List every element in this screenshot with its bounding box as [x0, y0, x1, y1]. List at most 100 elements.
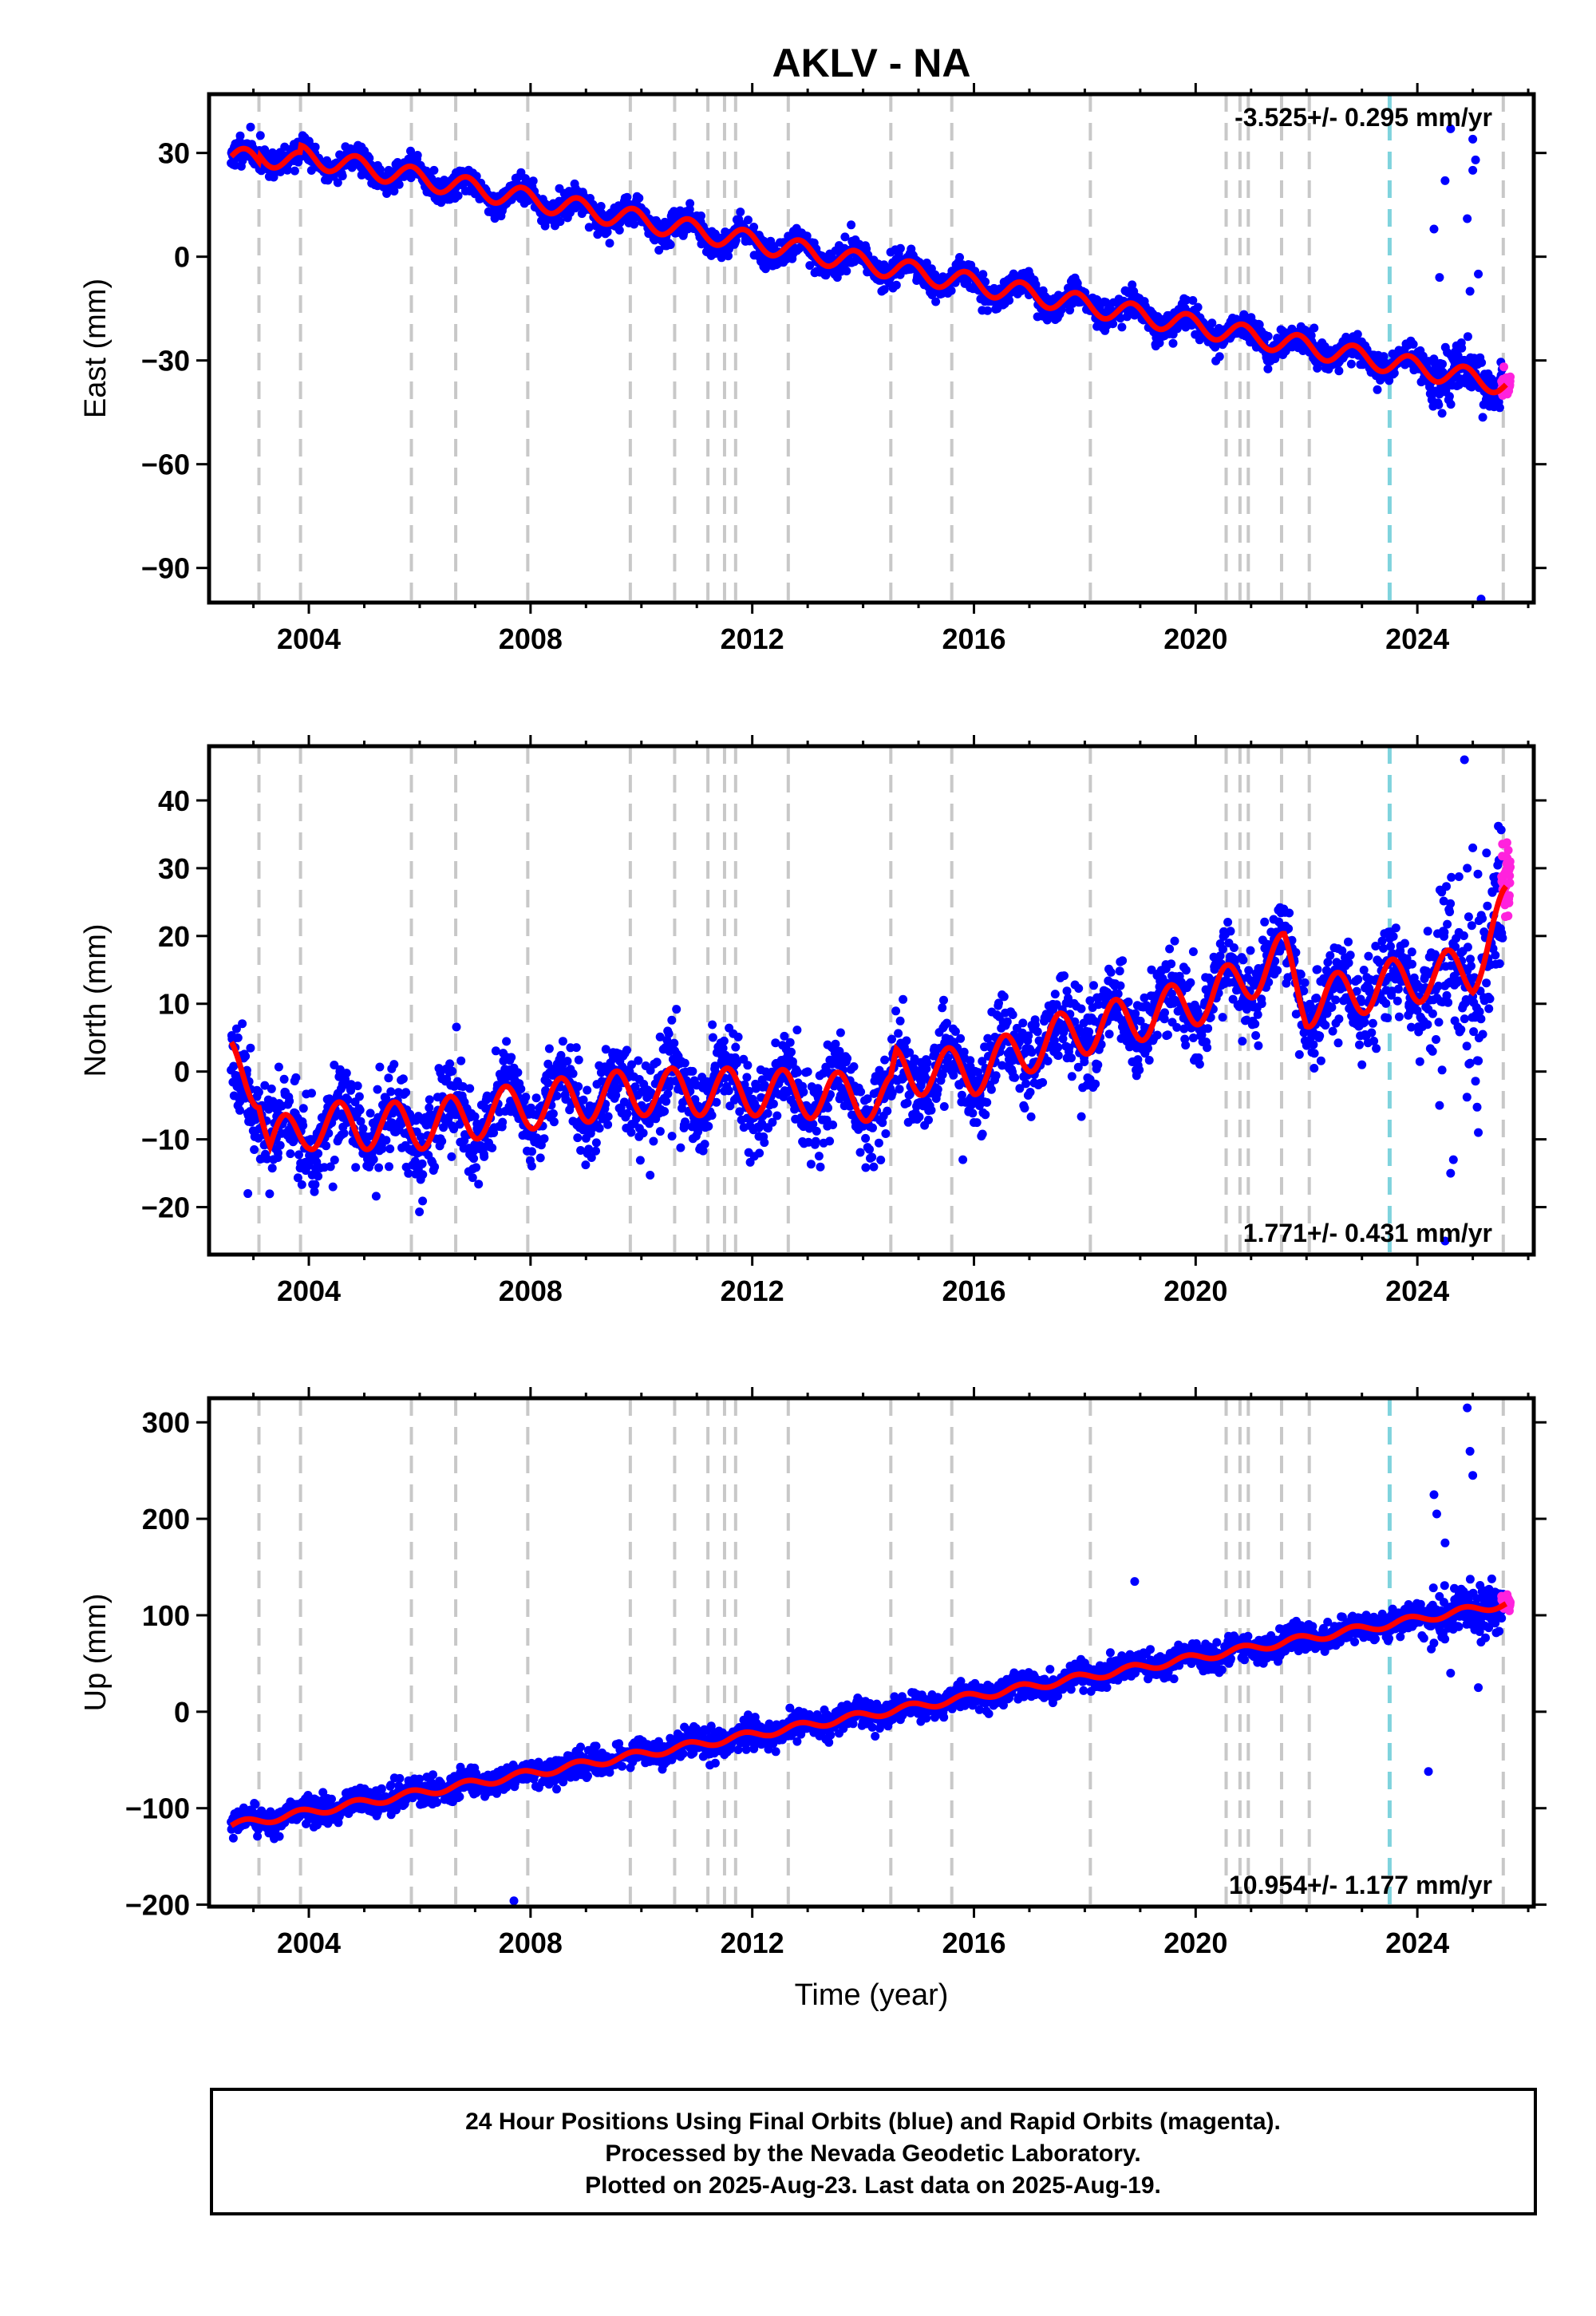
- final-orbit-point: [981, 1110, 990, 1120]
- final-orbit-points: [227, 122, 1507, 603]
- final-orbit-point: [555, 217, 565, 227]
- final-orbit-point: [1116, 314, 1125, 323]
- final-orbit-point: [867, 1152, 877, 1162]
- final-orbit-point: [986, 1085, 996, 1094]
- x-tick-label: 2004: [277, 622, 341, 655]
- final-orbit-point: [250, 1145, 259, 1154]
- final-orbit-point: [630, 219, 639, 229]
- final-orbit-point: [1251, 1031, 1261, 1040]
- final-orbit-point: [622, 1045, 631, 1055]
- final-orbit-point: [828, 1120, 838, 1129]
- final-orbit-point: [1434, 400, 1444, 409]
- final-orbit-point: [279, 1074, 289, 1084]
- final-orbit-point: [1117, 322, 1127, 332]
- final-orbit-point: [1188, 947, 1198, 956]
- final-orbit-point: [260, 145, 270, 155]
- final-orbit-point: [1260, 917, 1270, 927]
- final-orbit-point: [1263, 331, 1273, 341]
- x-tick-label: 2012: [721, 622, 784, 655]
- final-orbit-point: [267, 1084, 276, 1093]
- final-orbit-point: [1008, 1010, 1017, 1019]
- final-orbit-point: [371, 1192, 381, 1201]
- final-orbit-point: [535, 1153, 545, 1163]
- final-orbit-point: [453, 191, 463, 200]
- figure-title: AKLV - NA: [772, 41, 970, 85]
- final-orbit-point: [803, 1067, 812, 1077]
- final-orbit-point: [1050, 990, 1060, 999]
- final-orbit-point: [634, 1056, 643, 1065]
- final-orbit-point: [401, 1088, 411, 1097]
- final-orbit-point: [981, 277, 990, 287]
- final-orbit-point: [755, 1148, 764, 1158]
- east-panel: 2004 2008 2012 2016 2020 2024300−30−60−90East…: [79, 83, 1547, 655]
- final-orbit-point: [1257, 999, 1266, 1009]
- final-orbit-point: [544, 1044, 554, 1053]
- final-orbit-point: [1060, 971, 1069, 981]
- final-orbit-point: [1446, 400, 1456, 409]
- outlier-point: [1465, 287, 1475, 296]
- final-orbit-point: [322, 156, 332, 165]
- final-orbit-point: [991, 1071, 1001, 1081]
- final-orbit-point: [814, 1152, 824, 1161]
- final-orbit-point: [1334, 366, 1344, 376]
- final-orbit-point: [285, 1097, 294, 1106]
- final-orbit-point: [235, 1105, 244, 1115]
- final-orbit-point: [563, 1057, 572, 1066]
- final-orbit-point: [333, 178, 342, 188]
- final-orbit-point: [697, 211, 705, 220]
- final-orbit-point: [298, 1120, 308, 1130]
- final-orbit-point: [816, 1162, 825, 1172]
- final-orbit-point: [999, 992, 1009, 1002]
- final-orbit-point: [667, 1015, 677, 1025]
- final-orbit-point: [235, 131, 245, 140]
- final-orbit-point: [667, 1132, 677, 1141]
- final-orbit-point: [265, 1189, 275, 1199]
- outlier-point: [1471, 155, 1480, 164]
- final-orbit-point: [903, 1098, 912, 1108]
- final-orbit-point: [1246, 946, 1255, 955]
- final-orbit-point: [1067, 1072, 1077, 1081]
- final-orbit-point: [381, 1136, 391, 1145]
- final-orbit-point: [861, 1163, 871, 1172]
- final-orbit-point: [638, 1128, 648, 1138]
- final-orbit-point: [418, 1196, 428, 1206]
- final-orbit-point: [939, 1102, 949, 1111]
- final-orbit-point: [1144, 1044, 1152, 1053]
- final-orbit-point: [286, 1149, 295, 1159]
- final-orbit-point: [418, 1170, 428, 1180]
- final-orbit-point: [1067, 1053, 1076, 1063]
- final-orbit-point: [1223, 918, 1233, 927]
- final-orbit-point: [291, 1073, 301, 1082]
- final-orbit-point: [733, 1032, 743, 1041]
- final-orbit-point: [1195, 1060, 1204, 1069]
- final-orbit-point: [811, 1136, 820, 1146]
- final-orbit-point: [452, 1022, 461, 1032]
- final-orbit-point: [1080, 1057, 1089, 1066]
- final-orbit-point: [273, 1148, 282, 1158]
- final-orbit-point: [731, 1042, 741, 1052]
- final-orbit-point: [1005, 295, 1014, 305]
- final-orbit-point: [825, 1136, 835, 1146]
- final-orbit-point: [591, 1146, 600, 1156]
- final-orbit-point: [513, 1068, 523, 1077]
- final-orbit-point: [915, 1113, 924, 1121]
- final-orbit-point: [1026, 1112, 1036, 1121]
- final-orbit-point: [894, 1029, 903, 1038]
- final-orbit-point: [581, 1160, 591, 1170]
- final-orbit-point: [772, 1111, 782, 1120]
- final-orbit-point: [521, 1093, 531, 1102]
- final-orbit-point: [788, 1057, 797, 1066]
- final-orbit-point: [1238, 955, 1248, 965]
- final-orbit-point: [1238, 1037, 1247, 1046]
- final-orbit-point: [688, 1066, 697, 1076]
- final-orbit-point: [1053, 1042, 1063, 1052]
- final-orbit-point: [430, 1162, 440, 1172]
- final-orbit-point: [1025, 1088, 1035, 1097]
- final-orbit-point: [869, 1162, 879, 1172]
- final-orbit-point: [398, 1074, 408, 1084]
- final-orbit-point: [972, 1118, 982, 1128]
- final-orbit-point: [1002, 1017, 1012, 1026]
- final-orbit-point: [763, 1109, 772, 1118]
- final-orbit-point: [1167, 959, 1176, 969]
- final-orbit-point: [1300, 978, 1310, 987]
